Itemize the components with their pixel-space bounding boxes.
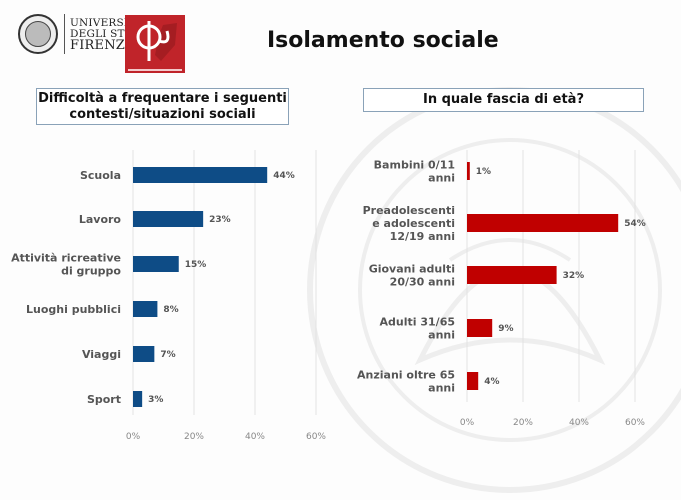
left-chart-title: Difficoltà a frequentare i seguenti cont… <box>36 88 289 125</box>
left-bar <box>133 301 158 317</box>
right-chart-title: In quale fascia di età? <box>363 88 644 112</box>
left-value-label: 44% <box>273 171 295 181</box>
right-bar <box>467 372 479 390</box>
right-value-label: 54% <box>624 219 646 229</box>
right-category-label: Adulti 31/65 <box>380 316 455 329</box>
right-category-label: anni <box>428 382 455 395</box>
right-category-label: 20/30 anni <box>390 276 455 289</box>
left-category-label: di gruppo <box>61 265 121 278</box>
left-chart-title-line: contesti/situazioni sociali <box>69 107 256 122</box>
left-bar <box>133 256 179 272</box>
right-category-label: Preadolescenti <box>363 204 455 217</box>
left-category-label: Lavoro <box>79 213 122 226</box>
left-category-label: Luoghi pubblici <box>26 303 121 316</box>
university-name-line: DEGLI STUDI <box>70 27 147 40</box>
university-logo: UNIVERSITÀ DEGLI STUDI FIRENZE <box>18 14 147 54</box>
right-category-label: Bambini 0/11 <box>374 159 455 172</box>
right-tick-label: 60% <box>625 418 645 428</box>
psi-symbol-icon <box>136 21 177 61</box>
left-bar <box>133 211 204 227</box>
left-category-label: Attività ricreative <box>11 252 121 265</box>
right-category-label: 12/19 anni <box>390 230 455 243</box>
right-value-label: 32% <box>563 271 585 281</box>
right-bar <box>467 266 557 284</box>
left-category-label: Viaggi <box>82 348 121 361</box>
left-bar <box>133 346 155 362</box>
right-category-label: Giovani adulti <box>369 263 455 276</box>
left-bar <box>133 167 268 183</box>
right-tick-label: 40% <box>569 418 589 428</box>
right-value-label: 9% <box>498 324 513 334</box>
right-category-label: anni <box>428 329 455 342</box>
psychology-logo <box>125 15 185 73</box>
left-tick-label: 60% <box>306 432 326 442</box>
left-category-label: Scuola <box>80 169 121 182</box>
right-bar <box>467 319 493 337</box>
left-tick-label: 40% <box>245 432 265 442</box>
right-category-label: e adolescenti <box>372 217 455 230</box>
charts-canvas: 0% 20% 40% 60% 44% Scuola 23% Lavoro 15% Attività… <box>11 150 646 442</box>
right-tick-label: 0% <box>460 418 475 428</box>
left-tick-label: 0% <box>126 432 141 442</box>
right-bar <box>467 162 470 180</box>
left-value-label: 8% <box>163 305 178 315</box>
left-bar <box>133 391 143 407</box>
left-value-label: 23% <box>209 215 231 225</box>
page-title: Isolamento sociale <box>267 28 499 53</box>
right-value-label: 4% <box>484 377 499 387</box>
right-category-label: Anziani oltre 65 <box>357 369 455 382</box>
right-category-label: anni <box>428 172 455 185</box>
left-value-label: 15% <box>185 260 207 270</box>
left-tick-label: 20% <box>184 432 204 442</box>
university-name-line: UNIVERSITÀ <box>70 16 143 29</box>
left-chart-title-line: Difficoltà a frequentare i seguenti <box>38 91 287 106</box>
university-seal-icon <box>18 14 58 54</box>
right-tick-label: 20% <box>513 418 533 428</box>
left-value-label: 7% <box>160 350 175 360</box>
right-value-label: 1% <box>476 167 491 177</box>
right-bar <box>467 214 619 232</box>
left-value-label: 3% <box>148 395 163 405</box>
left-category-label: Sport <box>87 393 121 406</box>
university-name-line: FIRENZE <box>70 37 135 53</box>
